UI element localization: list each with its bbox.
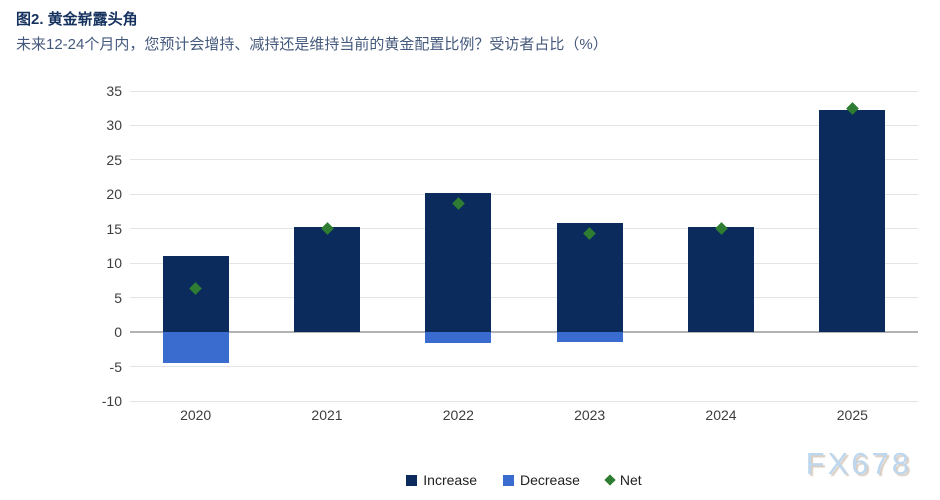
gridline xyxy=(130,90,918,92)
bar-decrease-2020 xyxy=(162,332,229,364)
bar-increase-2022 xyxy=(425,192,492,333)
legend-label: Increase xyxy=(423,472,477,488)
y-tick-label: -10 xyxy=(101,393,122,409)
legend-item-decrease: Decrease xyxy=(502,472,580,488)
gridline xyxy=(130,366,918,368)
x-tick-label: 2023 xyxy=(574,407,606,423)
x-tick-label: 2020 xyxy=(180,407,212,423)
legend-item-increase: Increase xyxy=(406,472,477,488)
y-tick-label: 0 xyxy=(114,324,122,341)
gridline xyxy=(130,400,918,402)
bar-increase-2024 xyxy=(688,227,754,333)
bar-increase-2021 xyxy=(294,227,360,333)
y-tick-label: 20 xyxy=(106,186,122,203)
zero-axis-line xyxy=(130,331,918,334)
gridline xyxy=(130,297,918,299)
bar-increase-2025 xyxy=(819,109,886,333)
legend-increase-square-icon xyxy=(406,474,418,486)
x-tick-label: 2024 xyxy=(705,407,737,423)
gridline xyxy=(130,159,918,161)
watermark: FX678 xyxy=(805,446,912,481)
legend-net-diamond-icon xyxy=(604,474,616,486)
legend-label: Decrease xyxy=(519,472,580,488)
chart-title: 图2. 黄金崭露头角 xyxy=(16,11,138,28)
legend-label: Net xyxy=(619,472,642,488)
y-tick-label: 5 xyxy=(114,289,122,306)
x-tick-label: 2021 xyxy=(311,407,343,423)
y-tick-label: 15 xyxy=(106,220,122,237)
y-tick-label: 10 xyxy=(106,255,122,272)
bar-increase-2023 xyxy=(556,223,623,333)
chart-subtitle: 未来12-24个月内，您预计会增持、减持还是维持当前的黄金配置比例？受访者占比（… xyxy=(16,36,608,53)
bar-decrease-2023 xyxy=(556,332,623,343)
gridline xyxy=(130,228,918,230)
y-tick-label: -5 xyxy=(109,358,122,375)
y-tick-label: 35 xyxy=(106,83,122,99)
y-tick-label: 30 xyxy=(106,117,122,134)
y-tick-label: 25 xyxy=(106,151,122,168)
legend-decrease-square-icon xyxy=(502,474,514,486)
gridline xyxy=(130,124,918,126)
bar-decrease-2022 xyxy=(425,332,492,344)
legend-item-net: Net xyxy=(604,472,642,488)
x-tick-label: 2022 xyxy=(442,407,474,423)
gridline xyxy=(130,193,918,195)
gridline xyxy=(130,262,918,264)
chart-legend: Increase Decrease Net xyxy=(130,472,918,488)
x-tick-label: 2025 xyxy=(836,407,868,423)
